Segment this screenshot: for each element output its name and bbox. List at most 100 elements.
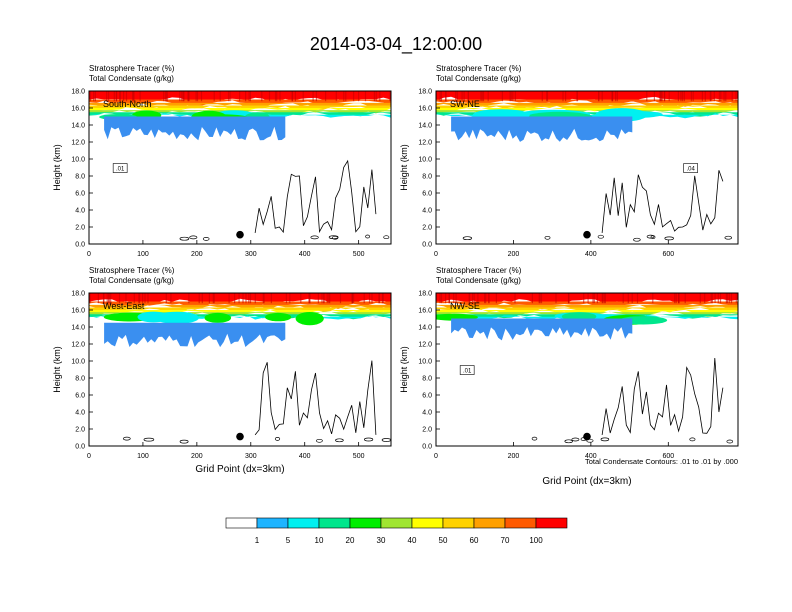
- tracer-streak: [382, 293, 384, 304]
- tracer-streak: [183, 91, 185, 102]
- tracer-streak: [440, 91, 442, 102]
- condensate-contour: [601, 170, 724, 233]
- tracer-streak: [188, 293, 190, 304]
- tracer-streak: [285, 293, 287, 304]
- ytick-label: 0.0: [422, 242, 432, 249]
- tracer-streak: [680, 91, 682, 102]
- ytick-label: 0.0: [75, 242, 85, 249]
- tracer-streak: [713, 91, 715, 102]
- colorbar-box: [287, 517, 320, 529]
- tracer-streak: [453, 293, 455, 304]
- tracer-streak: [445, 91, 447, 102]
- tracer-streak: [661, 91, 663, 102]
- tracer-streak: [353, 293, 355, 304]
- ylabel: Height (km): [399, 144, 409, 191]
- tracer-streak: [601, 91, 603, 102]
- tracer-streak: [245, 91, 247, 102]
- tracer-streak: [664, 91, 666, 102]
- xtick-label: 0: [87, 453, 91, 460]
- surface-contour: [179, 439, 189, 444]
- panels: .01 South-North Stratosphere Tracer (%) Tot…: [52, 64, 739, 487]
- plot-frame: [88, 292, 392, 447]
- ytick-label: 12.0: [418, 342, 432, 349]
- tracer-streak: [480, 91, 482, 102]
- tracer-level-11: [436, 293, 738, 305]
- ytick-label: 18.0: [71, 291, 85, 298]
- tracer-blob: [295, 312, 324, 326]
- tracer-streak: [541, 91, 543, 102]
- panel-label: South-North: [103, 99, 152, 109]
- colorbar-label: 30: [377, 536, 386, 545]
- tracer-streak: [604, 293, 606, 304]
- tracer-streak: [368, 293, 371, 304]
- colorbar-label: 1: [255, 536, 260, 545]
- tracer-streak: [456, 91, 458, 102]
- tracer-streak: [440, 293, 443, 304]
- tracer-streak: [378, 293, 380, 304]
- tracer-streak: [512, 91, 514, 102]
- surface-contour: [383, 235, 390, 240]
- tracer-streak: [103, 293, 105, 304]
- tracer-streak: [711, 293, 713, 304]
- tracer-streak: [353, 91, 355, 102]
- surface-contour: [650, 235, 656, 239]
- ytick-label: 2.0: [75, 225, 85, 232]
- tracer-streak: [276, 91, 278, 102]
- tracer-streak: [731, 91, 733, 102]
- cloud-region: [104, 116, 286, 141]
- ytick-label: 12.0: [71, 342, 85, 349]
- figure-title: 2014-03-04_12:00:00: [310, 34, 482, 55]
- tracer-streak: [735, 293, 737, 304]
- ytick-label: 8.0: [75, 376, 85, 383]
- tracer-streak: [592, 293, 594, 304]
- panel-south-north: .01 South-North Stratosphere Tracer (%)Tot…: [52, 64, 392, 258]
- tracer-streak: [321, 293, 323, 304]
- subtitle-tracer: Stratosphere Tracer (%): [436, 266, 522, 275]
- colorbar-label: 20: [346, 536, 355, 545]
- tracer-streak: [612, 91, 614, 102]
- contour-label: .04: [686, 167, 695, 173]
- xtick-label: 500: [353, 251, 365, 258]
- surface-contour: [363, 437, 374, 442]
- ytick-label: 2.0: [422, 427, 432, 434]
- tracer-streak: [371, 293, 373, 304]
- ytick-label: 10.0: [418, 157, 432, 164]
- ylabel: Height (km): [52, 346, 62, 393]
- colorbar-box: [318, 517, 351, 529]
- tracer-streak: [725, 91, 727, 102]
- tracer-streak: [674, 293, 676, 304]
- tracer-streak: [601, 293, 603, 304]
- cloud-region: [451, 116, 633, 142]
- tracer-streak: [683, 91, 685, 102]
- condensate-contour: [601, 357, 724, 435]
- xtick-label: 400: [299, 251, 311, 258]
- tracer-streak: [455, 91, 457, 102]
- surface-contour: [571, 437, 580, 442]
- tracer-streak: [213, 293, 215, 304]
- tracer-streak: [531, 293, 533, 304]
- xtick-label: 500: [353, 453, 365, 460]
- surface-contour: [633, 237, 641, 242]
- tracer-streak: [208, 293, 210, 304]
- subtitle-condensate: Total Condensate (g/kg): [89, 276, 174, 285]
- tracer-streak: [699, 293, 701, 304]
- surface-contour: [597, 234, 604, 239]
- contour-label-box: [459, 365, 475, 375]
- plot-frame: [435, 292, 739, 447]
- tracer-streak: [187, 91, 189, 102]
- subtitle-condensate: Total Condensate (g/kg): [436, 74, 521, 83]
- tracer-streak: [219, 91, 221, 102]
- xtick-label: 100: [137, 251, 149, 258]
- ytick-label: 18.0: [71, 89, 85, 96]
- xtick-label: 200: [508, 453, 520, 460]
- contour-label: .01: [463, 369, 472, 375]
- tracer-streak: [568, 293, 570, 304]
- ytick-label: 16.0: [418, 106, 432, 113]
- xtick-label: 200: [508, 251, 520, 258]
- tracer-streak: [268, 91, 271, 102]
- surface-contour: [143, 437, 155, 442]
- tracer-streak: [119, 91, 121, 102]
- tracer-streak: [212, 293, 214, 304]
- tracer-streak: [164, 91, 167, 102]
- xtick-label: 0: [434, 251, 438, 258]
